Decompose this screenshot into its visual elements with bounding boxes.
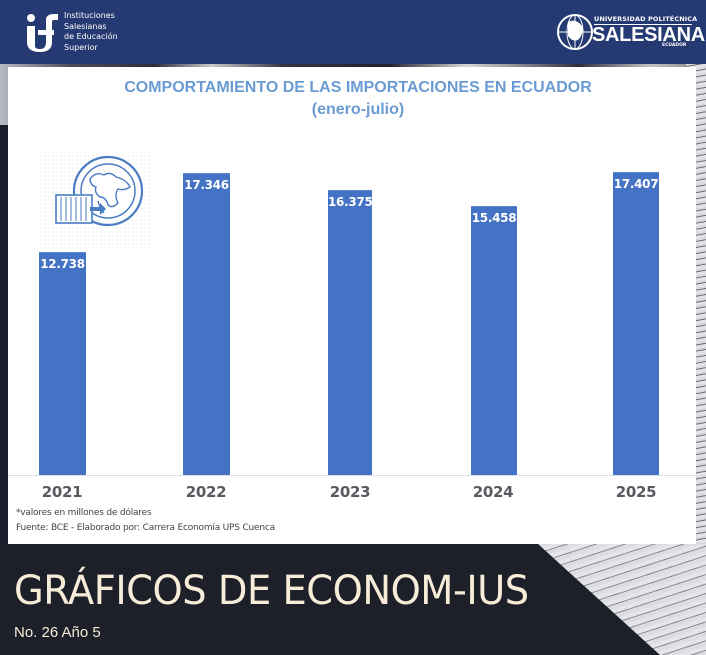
bar-value-label: 17.346 (184, 178, 229, 192)
footer-banner (0, 544, 660, 655)
x-tick-label: 2022 (185, 483, 227, 501)
chart-source: Fuente: BCE - Elaborado por: Carrera Eco… (16, 523, 275, 533)
divider (594, 24, 692, 25)
ups-logo: UNIVERSIDAD POLITÉCNICA SALESIANA ECUADO… (556, 12, 705, 52)
x-tick-label: 2024 (472, 483, 514, 501)
bar-value-label: 12.738 (40, 257, 85, 271)
bar-2022: 17.346 (183, 173, 230, 475)
ius-logo-icon (27, 14, 58, 52)
chart-title: COMPORTAMIENTO DE LAS IMPORTACIONES EN E… (124, 79, 592, 96)
globe-container-import-icon (40, 151, 150, 251)
bar-2021: 12.738 (39, 252, 86, 475)
bar-2024: 15.458 (471, 206, 517, 475)
institution-name: Instituciones Salesianas de Educación Su… (64, 11, 118, 52)
chart-note: *valores en millones de dólares (16, 508, 152, 518)
background-edge (0, 125, 8, 545)
chart-card: COMPORTAMIENTO DE LAS IMPORTACIONES EN E… (8, 67, 696, 544)
globe-seal-icon (557, 14, 593, 50)
bar-chart: 12.738 17.346 16.375 15.458 17.407 2021 … (8, 67, 696, 544)
bar-value-label: 17.407 (613, 177, 659, 191)
x-tick-label: 2021 (41, 483, 83, 501)
bar-2025: 17.407 (613, 172, 659, 475)
publication-title: GRÁFICOS DE ECONOM-IUS (14, 568, 529, 614)
bar-value-label: 15.458 (471, 211, 517, 225)
x-tick-label: 2025 (615, 483, 657, 501)
bar-value-label: 16.375 (328, 195, 373, 209)
x-tick-label: 2023 (329, 483, 371, 501)
header-banner: Instituciones Salesianas de Educación Su… (0, 0, 706, 64)
issue-number: No. 26 Año 5 (14, 624, 101, 641)
bar-2023: 16.375 (328, 190, 373, 475)
chart-subtitle: (enero-julio) (311, 101, 405, 118)
x-axis-line (8, 475, 696, 476)
